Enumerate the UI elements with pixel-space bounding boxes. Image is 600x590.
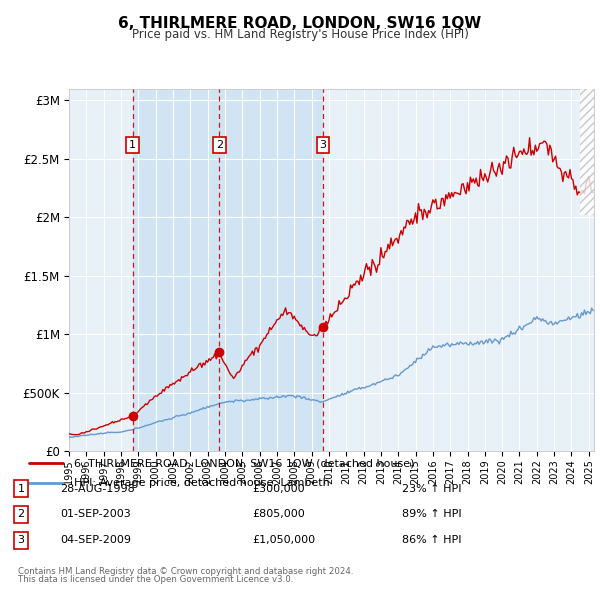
Text: HPI: Average price, detached house, Lambeth: HPI: Average price, detached house, Lamb…: [74, 478, 330, 489]
Bar: [219, 88, 323, 451]
Text: 1: 1: [129, 140, 136, 150]
Text: £805,000: £805,000: [252, 510, 305, 519]
Text: Price paid vs. HM Land Registry's House Price Index (HPI): Price paid vs. HM Land Registry's House …: [131, 28, 469, 41]
Text: £300,000: £300,000: [252, 484, 305, 493]
Text: £1,050,000: £1,050,000: [252, 536, 315, 545]
Text: 86% ↑ HPI: 86% ↑ HPI: [402, 536, 461, 545]
Text: This data is licensed under the Open Government Licence v3.0.: This data is licensed under the Open Gov…: [18, 575, 293, 584]
Text: 01-SEP-2003: 01-SEP-2003: [60, 510, 131, 519]
Bar: [133, 88, 219, 451]
Text: 28-AUG-1998: 28-AUG-1998: [60, 484, 135, 493]
Text: 6, THIRLMERE ROAD, LONDON, SW16 1QW (detached house): 6, THIRLMERE ROAD, LONDON, SW16 1QW (det…: [74, 458, 415, 468]
Text: Contains HM Land Registry data © Crown copyright and database right 2024.: Contains HM Land Registry data © Crown c…: [18, 567, 353, 576]
Text: 04-SEP-2009: 04-SEP-2009: [60, 536, 131, 545]
Text: 3: 3: [17, 536, 25, 545]
Text: 3: 3: [320, 140, 326, 150]
Text: 2: 2: [215, 140, 223, 150]
Text: 6, THIRLMERE ROAD, LONDON, SW16 1QW: 6, THIRLMERE ROAD, LONDON, SW16 1QW: [118, 16, 482, 31]
Text: 89% ↑ HPI: 89% ↑ HPI: [402, 510, 461, 519]
Text: 23% ↑ HPI: 23% ↑ HPI: [402, 484, 461, 493]
Text: 1: 1: [17, 484, 25, 493]
Text: 2: 2: [17, 510, 25, 519]
